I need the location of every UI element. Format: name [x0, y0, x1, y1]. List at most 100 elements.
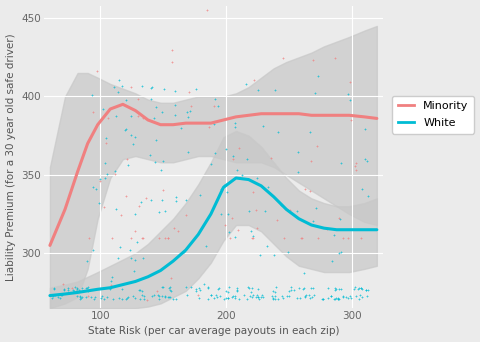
- Point: [247, 228, 255, 234]
- Point: [267, 155, 275, 161]
- Point: [242, 81, 250, 87]
- Point: [270, 295, 277, 301]
- Point: [136, 287, 144, 292]
- Point: [126, 247, 134, 253]
- Point: [273, 284, 280, 290]
- Point: [257, 294, 264, 300]
- Point: [264, 184, 272, 189]
- Point: [273, 217, 281, 222]
- Point: [72, 288, 80, 294]
- X-axis label: State Risk (per car average payouts in each zip): State Risk (per car average payouts in e…: [88, 327, 339, 337]
- Point: [180, 249, 188, 255]
- Point: [155, 293, 162, 298]
- Point: [277, 202, 285, 208]
- Point: [159, 285, 167, 290]
- Point: [284, 250, 291, 255]
- Point: [339, 235, 347, 240]
- Point: [256, 252, 264, 258]
- Point: [298, 235, 305, 240]
- Point: [134, 113, 142, 118]
- Point: [337, 250, 345, 255]
- Point: [118, 287, 125, 292]
- Point: [187, 104, 195, 109]
- Point: [274, 129, 282, 134]
- Point: [156, 235, 163, 240]
- Point: [158, 293, 166, 299]
- Point: [346, 79, 354, 84]
- Point: [130, 268, 138, 273]
- Point: [185, 90, 193, 95]
- Point: [250, 235, 257, 240]
- Point: [153, 288, 160, 294]
- Point: [334, 295, 342, 301]
- Point: [167, 294, 174, 300]
- Point: [93, 186, 100, 192]
- Point: [76, 296, 84, 301]
- Point: [101, 160, 108, 166]
- Point: [233, 167, 240, 172]
- Point: [148, 96, 156, 102]
- Point: [255, 297, 263, 302]
- Point: [115, 255, 122, 261]
- Point: [331, 56, 339, 61]
- Point: [231, 120, 239, 126]
- Point: [300, 286, 308, 291]
- Point: [158, 197, 166, 203]
- Point: [214, 295, 221, 300]
- Point: [250, 77, 258, 82]
- Point: [118, 296, 126, 302]
- Point: [173, 195, 180, 200]
- Point: [248, 235, 255, 240]
- Point: [84, 259, 91, 264]
- Point: [216, 285, 223, 290]
- Point: [293, 295, 300, 301]
- Point: [243, 296, 251, 302]
- Point: [207, 293, 215, 298]
- Point: [158, 109, 166, 115]
- Point: [96, 176, 104, 182]
- Point: [156, 209, 163, 215]
- Point: [204, 296, 212, 301]
- Point: [347, 117, 354, 122]
- Point: [140, 293, 148, 299]
- Point: [275, 297, 282, 302]
- Point: [314, 74, 322, 79]
- Point: [214, 286, 221, 291]
- Point: [334, 296, 341, 301]
- Point: [138, 292, 145, 298]
- Point: [133, 239, 141, 245]
- Point: [226, 229, 233, 235]
- Point: [144, 297, 151, 303]
- Point: [229, 156, 237, 161]
- Point: [129, 293, 136, 299]
- Point: [288, 284, 295, 290]
- Point: [128, 132, 135, 138]
- Point: [73, 293, 81, 299]
- Point: [247, 289, 255, 294]
- Point: [118, 212, 125, 218]
- Point: [246, 293, 253, 299]
- Point: [131, 228, 139, 234]
- Y-axis label: Liability Premium (for a 30 year old safe driver): Liability Premium (for a 30 year old saf…: [6, 33, 15, 281]
- Point: [343, 294, 350, 300]
- Point: [96, 118, 104, 123]
- Point: [96, 178, 104, 184]
- Point: [224, 289, 231, 294]
- Point: [288, 288, 295, 293]
- Point: [201, 281, 208, 286]
- Point: [134, 96, 142, 102]
- Point: [170, 225, 178, 231]
- Point: [204, 8, 211, 13]
- Point: [346, 98, 354, 103]
- Point: [363, 158, 371, 163]
- Point: [293, 209, 301, 214]
- Point: [355, 285, 362, 291]
- Point: [84, 285, 92, 290]
- Point: [105, 116, 112, 121]
- Point: [224, 211, 232, 217]
- Point: [240, 292, 248, 298]
- Point: [196, 192, 204, 198]
- Point: [310, 292, 317, 298]
- Point: [136, 297, 144, 302]
- Point: [89, 247, 97, 253]
